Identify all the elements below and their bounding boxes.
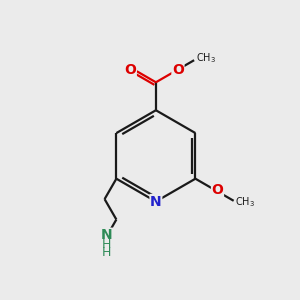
Text: CH$_3$: CH$_3$ (196, 51, 216, 65)
Text: H: H (102, 238, 111, 251)
Text: O: O (172, 63, 184, 77)
Text: N: N (150, 194, 162, 208)
Text: N: N (101, 228, 112, 242)
Text: O: O (124, 63, 136, 77)
Text: CH$_3$: CH$_3$ (235, 195, 255, 209)
Text: O: O (212, 183, 224, 197)
Text: H: H (102, 246, 111, 260)
